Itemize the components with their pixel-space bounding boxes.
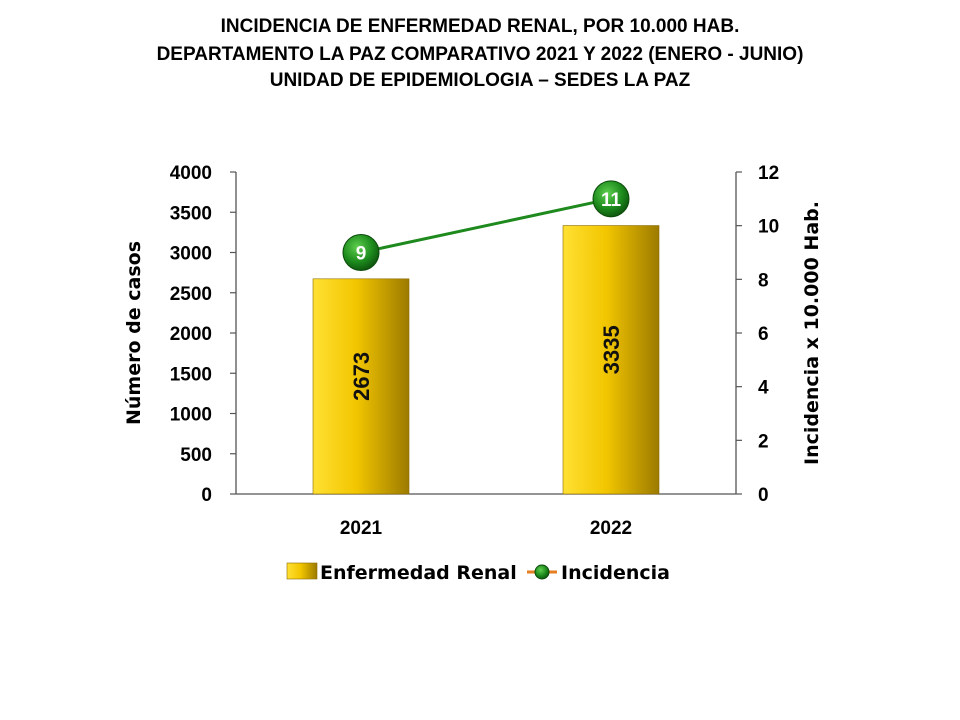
y-tick-label: 1500 [170, 364, 212, 385]
y2-tick-label: 2 [758, 431, 769, 452]
incidence-marker [342, 234, 380, 271]
legend-bar-swatch [286, 562, 318, 580]
y-tick-label: 3000 [170, 244, 212, 265]
y2-tick-label: 6 [758, 324, 769, 345]
bar-2021 [312, 278, 410, 495]
y-axis-title: Número de casos [123, 241, 145, 425]
legend-marker-swatch [534, 564, 550, 580]
y-tick-label: 2000 [170, 324, 212, 345]
y-tick-label: 1000 [170, 405, 212, 426]
y2-axis-title: Incidencia x 10.000 Hab. [801, 201, 823, 465]
chart-title-line-2: DEPARTAMENTO LA PAZ COMPARATIVO 2021 Y 2… [156, 44, 804, 65]
y-tick-label: 4000 [170, 163, 212, 184]
bar-2022 [562, 225, 660, 495]
y-tick-label: 2500 [170, 284, 212, 305]
y-tick-label: 0 [201, 485, 212, 506]
incidence-data-label: 11 [601, 190, 622, 211]
plot-area: 0 500 1000 1500 2000 2500 3000 3500 4000 0 2 4 6 8 10 1… [123, 163, 823, 584]
y2-tick-label: 8 [758, 270, 769, 291]
x-tick-label: 2022 [590, 518, 632, 539]
incidence-marker [592, 180, 630, 218]
legend-bar-label: Enfermedad Renal [320, 562, 517, 584]
incidence-data-label: 9 [356, 244, 367, 265]
y-tick-label: 3500 [170, 203, 212, 224]
y2-tick-label: 12 [758, 163, 779, 184]
y2-tick-label: 4 [758, 378, 769, 399]
bar-data-label: 2673 [349, 352, 374, 401]
y-tick-label: 500 [180, 445, 212, 466]
incidence-line [360, 197, 612, 254]
x-tick-label: 2021 [340, 518, 383, 539]
chart-title-line-1: INCIDENCIA DE ENFERMEDAD RENAL, POR 10.0… [220, 16, 740, 37]
y2-tick-label: 0 [758, 485, 769, 506]
legend-line-label: Incidencia [561, 562, 670, 584]
bar-data-label: 3335 [599, 325, 624, 374]
y2-tick-label: 10 [758, 217, 779, 238]
chart-title-line-3: UNIDAD DE EPIDEMIOLOGIA – SEDES LA PAZ [269, 70, 691, 91]
